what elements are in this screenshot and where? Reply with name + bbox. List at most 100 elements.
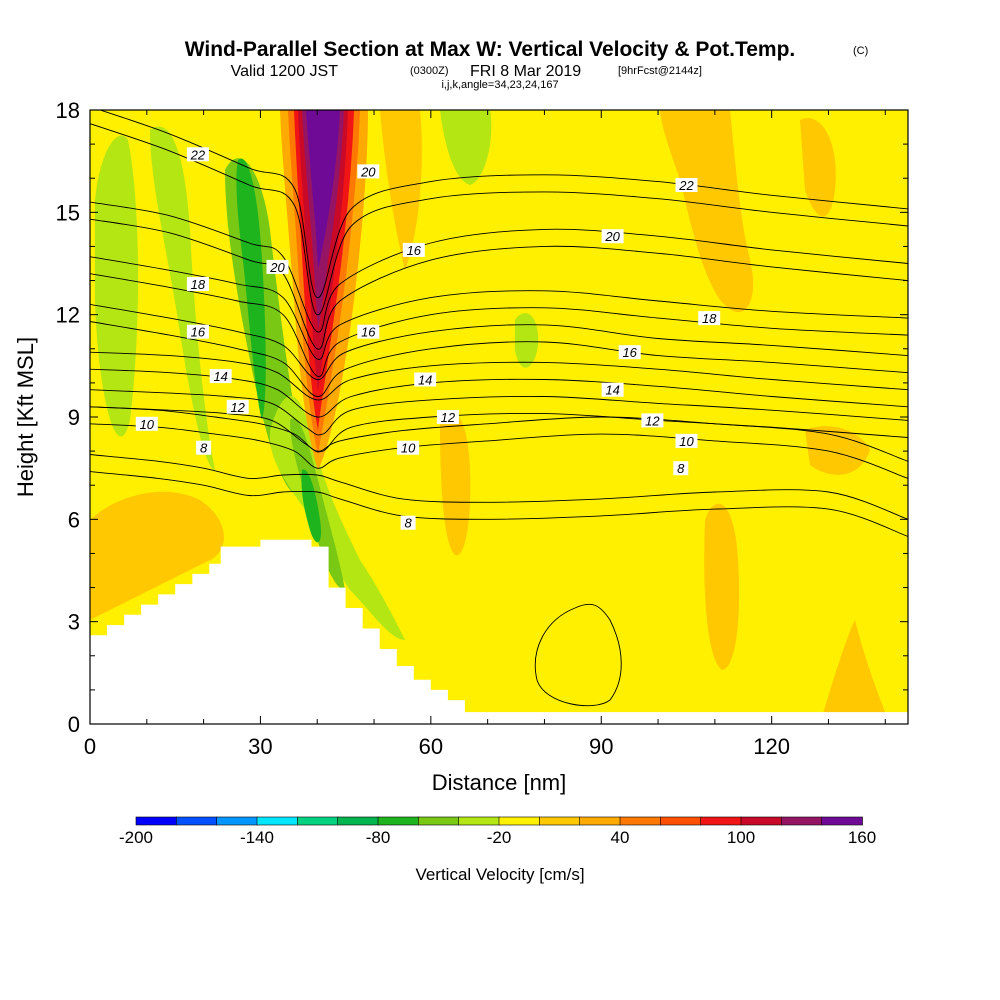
contour-label-bg <box>673 461 689 476</box>
downdraft-band-west <box>150 126 215 470</box>
theta-contour-12-2 <box>90 406 908 453</box>
contour-labels: 22 20 22 20 16 20 18 18 16 16 16 14 14 14 12 12 12 10 10 10… <box>135 147 721 531</box>
colorbar-swatch <box>538 816 581 826</box>
y-axis: 0 3 6 9 12 15 18 <box>56 98 908 737</box>
x-axis: 0 30 60 90 120 <box>84 110 886 759</box>
theta-contour-10-1 <box>90 423 908 479</box>
contour-label: 8 <box>404 516 412 531</box>
contour-label: 8 <box>200 441 208 456</box>
contour-label: 10 <box>140 417 155 432</box>
contour-label-bg <box>675 178 698 192</box>
contour-label-bg <box>186 277 209 291</box>
colorbar-swatch <box>216 816 258 826</box>
contour-label: 12 <box>230 400 245 415</box>
downdraft-band-lower-core <box>301 469 322 543</box>
contour-label-bg <box>641 413 664 428</box>
contour-label-bg <box>698 311 721 326</box>
updraft-core-max <box>306 110 340 268</box>
updraft-top-right-patches <box>800 118 836 217</box>
colorbar-swatch <box>337 816 379 826</box>
colorbar-label: -80 <box>366 828 391 847</box>
colorbar-label: -140 <box>240 828 274 847</box>
colorbar: -200 -140 -80 -20 40 100 160 <box>119 816 876 847</box>
updraft-right-lower <box>704 503 740 670</box>
theta-contour-22-7 <box>90 123 908 316</box>
colorbar-label: -200 <box>119 828 153 847</box>
contour-label: 22 <box>190 147 206 162</box>
contour-label: 16 <box>361 325 376 340</box>
contour-label: 14 <box>418 373 432 388</box>
contour-label-bg <box>196 440 212 455</box>
contour-label: 10 <box>401 441 416 456</box>
colorbar-swatch <box>296 816 339 826</box>
downdraft-spot-right <box>515 313 539 368</box>
copyright-mark: (C) <box>853 45 868 57</box>
colorbar-label: 40 <box>611 828 630 847</box>
vertical-velocity-field <box>90 110 890 724</box>
colorbar-title: Vertical Velocity [cm/s] <box>415 865 584 884</box>
chart-title: Wind-Parallel Section at Max W: Vertical… <box>185 38 796 61</box>
colorbar-swatch <box>659 816 702 826</box>
y-tick-label: 12 <box>56 303 80 328</box>
updraft-far-right <box>805 426 870 475</box>
contour-label-bg <box>436 410 459 424</box>
y-tick-label: 9 <box>68 405 80 430</box>
x-tick-label: 60 <box>419 734 443 759</box>
y-tick-label: 6 <box>68 507 80 532</box>
grid-indices: i,j,k,angle=34,23,24,167 <box>441 79 558 91</box>
y-axis-label: Height [Kft MSL] <box>13 337 38 497</box>
x-axis-label: Distance [nm] <box>432 770 567 795</box>
contour-label-bg <box>209 369 232 384</box>
downdraft-band-main-inner <box>236 158 266 420</box>
theta-contour-18-5 <box>90 273 908 377</box>
contour-label-bg <box>601 382 624 397</box>
y-tick-label: 15 <box>56 200 80 225</box>
contour-label-bg <box>402 242 425 257</box>
contour-label-bg <box>618 345 641 360</box>
contour-label-bg <box>675 433 698 448</box>
updraft-left-lower <box>90 491 224 620</box>
theta-contour-minor <box>90 201 908 333</box>
contour-label-bg <box>135 416 158 431</box>
valid-time: Valid 1200 JST <box>231 63 339 80</box>
theta-contour-minor <box>90 303 908 380</box>
colorbar-swatch <box>740 816 783 826</box>
contour-label-bg <box>397 440 420 455</box>
contour-label: 20 <box>604 229 620 244</box>
contour-label: 10 <box>679 434 694 449</box>
colorbar-swatch <box>821 816 863 826</box>
contour-label-bg <box>357 324 380 339</box>
x-tick-label: 120 <box>753 734 790 759</box>
theta-contour-minor <box>90 351 908 401</box>
theta-contour-8-0 <box>90 471 908 537</box>
contour-label: 20 <box>360 164 376 179</box>
x-tick-label: 90 <box>589 734 613 759</box>
theta-contour-minor <box>90 256 908 360</box>
x-tick-label: 0 <box>84 734 96 759</box>
contour-label: 16 <box>191 325 206 340</box>
contour-label-bg <box>400 515 416 530</box>
colorbar-label: 100 <box>727 828 755 847</box>
valid-utc: (0300Z) <box>410 65 449 77</box>
colorbar-swatch <box>176 816 218 826</box>
y-tick-label: 18 <box>56 98 80 123</box>
colorbar-swatch <box>256 816 299 826</box>
plot-area: 22 20 22 20 16 20 18 18 16 16 16 14 14 14 12 12 12 10 10 10… <box>90 110 908 724</box>
y-tick-label: 0 <box>68 712 80 737</box>
theta-contour-minor <box>90 454 908 520</box>
contour-label: 12 <box>645 413 660 428</box>
contour-label: 14 <box>213 369 227 384</box>
contour-label-bg <box>266 259 289 274</box>
colorbar-swatch <box>417 816 460 826</box>
colorbar-swatch <box>619 816 662 826</box>
colorbar-label: -20 <box>487 828 512 847</box>
forecast-info: [9hrFcst@2144z] <box>618 65 702 77</box>
contour-label-bg <box>357 164 380 179</box>
theta-contour-16-4 <box>90 321 908 397</box>
contour-label: 22 <box>678 178 694 193</box>
colorbar-swatch <box>498 816 541 826</box>
theta-contour-20-6 <box>90 218 908 350</box>
colorbar-swatch <box>135 816 178 826</box>
x-tick-label: 30 <box>248 734 272 759</box>
